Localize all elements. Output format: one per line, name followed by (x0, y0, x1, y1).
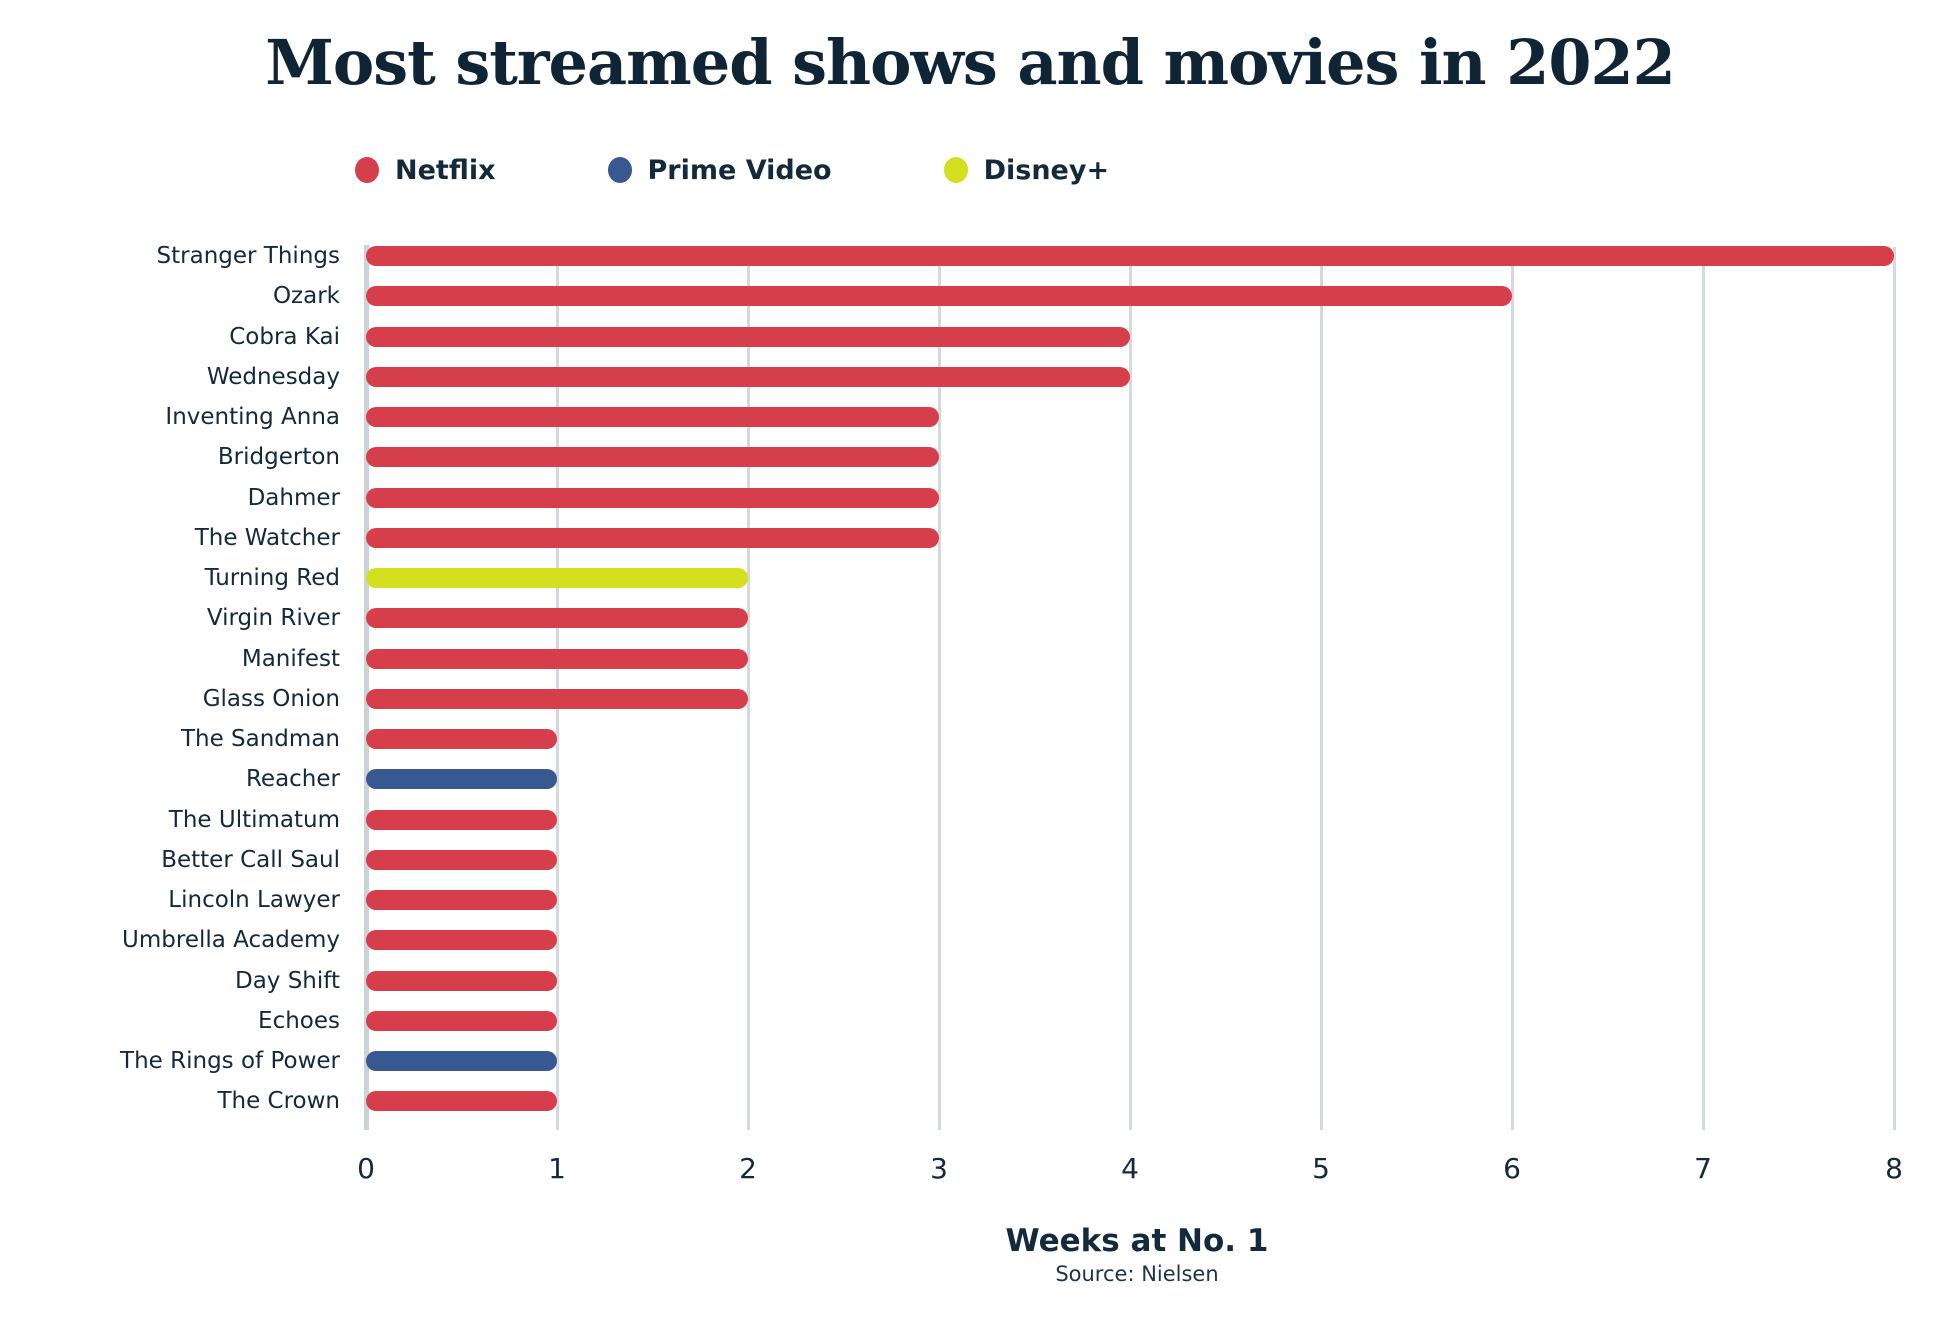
bar-row: The Sandman (0, 719, 1940, 759)
bar-label: Glass Onion (202, 685, 340, 712)
bar (366, 568, 748, 588)
gridline (555, 247, 559, 1130)
bar-row: Echoes (0, 1001, 1940, 1041)
bar-label: Turning Red (204, 565, 340, 591)
legend-dot-icon (943, 157, 968, 183)
x-tick-label: 8 (1885, 1152, 1903, 1185)
bar-label: Lincoln Lawyer (168, 887, 340, 913)
bar (366, 688, 748, 709)
legend-dot-icon (355, 157, 379, 183)
bar-row: Wednesday (0, 357, 1940, 397)
bar-label: The Ultimatum (168, 806, 340, 833)
legend-item: Prime Video (607, 154, 832, 186)
bar (366, 809, 557, 830)
gridline (1128, 247, 1132, 1130)
legend-item: Disney+ (943, 154, 1110, 186)
bar (366, 246, 1894, 266)
bar-label: Stranger Things (156, 243, 340, 269)
bar-row: Bridgerton (0, 437, 1940, 477)
bar (366, 608, 748, 629)
bar-row: Cobra Kai (0, 317, 1940, 357)
gridline (937, 247, 941, 1130)
bar-label: Inventing Anna (165, 404, 340, 430)
gridline (746, 247, 750, 1130)
bar-row: Dahmer (0, 478, 1940, 518)
bar-row: Lincoln Lawyer (0, 880, 1940, 920)
gridline (1510, 247, 1514, 1130)
bar (366, 326, 1130, 347)
bar-label: Bridgerton (217, 444, 340, 471)
bar-label: Ozark (272, 283, 340, 310)
bar-row: Glass Onion (0, 679, 1940, 719)
bar-row: The Rings of Power (0, 1041, 1940, 1081)
bar (366, 447, 939, 468)
bar-label: Echoes (258, 1007, 340, 1034)
gridline (1701, 247, 1705, 1130)
page-title: Most streamed shows and movies in 2022 (265, 26, 1676, 99)
source-note: Source: Nielsen (1055, 1262, 1219, 1286)
bar-row: Reacher (0, 759, 1940, 799)
gridline (1319, 247, 1323, 1130)
bar (366, 527, 939, 548)
bar-row: Stranger Things (0, 236, 1940, 276)
bar-row: The Ultimatum (0, 800, 1940, 840)
x-axis-title: Weeks at No. 1 (1005, 1223, 1269, 1259)
bar-label: Day Shift (234, 967, 340, 994)
x-tick-label: 7 (1694, 1152, 1712, 1185)
bar (366, 487, 939, 508)
bar (366, 1010, 557, 1031)
legend-dot-icon (607, 157, 632, 183)
bar-label: Wednesday (206, 363, 340, 390)
bar-label: Reacher (245, 766, 340, 793)
bar (366, 930, 557, 951)
x-tick-label: 3 (930, 1152, 948, 1185)
x-tick-label: 0 (357, 1152, 375, 1185)
x-tick-label: 6 (1503, 1152, 1521, 1185)
legend-label: Disney+ (983, 154, 1110, 186)
legend-label: Prime Video (647, 154, 832, 186)
bar-row: Turning Red (0, 558, 1940, 598)
bar-row: Umbrella Academy (0, 920, 1940, 960)
bar-label: Manifest (241, 645, 340, 672)
bar-row: Ozark (0, 276, 1940, 316)
bar-label: The Sandman (180, 726, 340, 752)
bar (366, 849, 557, 870)
legend-label: Netflix (395, 154, 496, 186)
x-tick-label: 2 (739, 1152, 757, 1185)
bar (366, 286, 1512, 307)
bar (366, 366, 1130, 387)
x-tick-label: 1 (548, 1152, 566, 1185)
bar (366, 769, 557, 790)
legend: Netflix Prime Video Disney+ (355, 152, 1109, 188)
gridline (1892, 247, 1896, 1130)
bar (366, 1091, 557, 1112)
bar-label: Dahmer (247, 484, 340, 511)
bar-label: Umbrella Academy (122, 927, 340, 954)
bar-row: The Watcher (0, 518, 1940, 558)
bar-label: Cobra Kai (229, 323, 340, 350)
bar-row: Inventing Anna (0, 397, 1940, 437)
bar (366, 729, 557, 749)
x-tick-label: 5 (1312, 1152, 1330, 1185)
bar (366, 890, 557, 910)
bar (366, 407, 939, 427)
bar-label: The Rings of Power (120, 1048, 340, 1074)
bar-row: The Crown (0, 1081, 1940, 1121)
bar (366, 648, 748, 669)
x-tick-label: 4 (1121, 1152, 1139, 1185)
bar-row: Day Shift (0, 961, 1940, 1001)
bar-row: Virgin River (0, 598, 1940, 638)
bar-label: The Watcher (194, 524, 340, 551)
y-axis-spine (364, 245, 369, 1130)
bar-row: Manifest (0, 639, 1940, 679)
bar-row: Better Call Saul (0, 840, 1940, 880)
bar-label: The Crown (217, 1088, 340, 1115)
legend-item: Netflix (355, 155, 496, 186)
bar-label: Better Call Saul (161, 846, 340, 873)
bar-label: Virgin River (206, 605, 340, 632)
bar (366, 970, 557, 991)
bar (366, 1051, 557, 1071)
